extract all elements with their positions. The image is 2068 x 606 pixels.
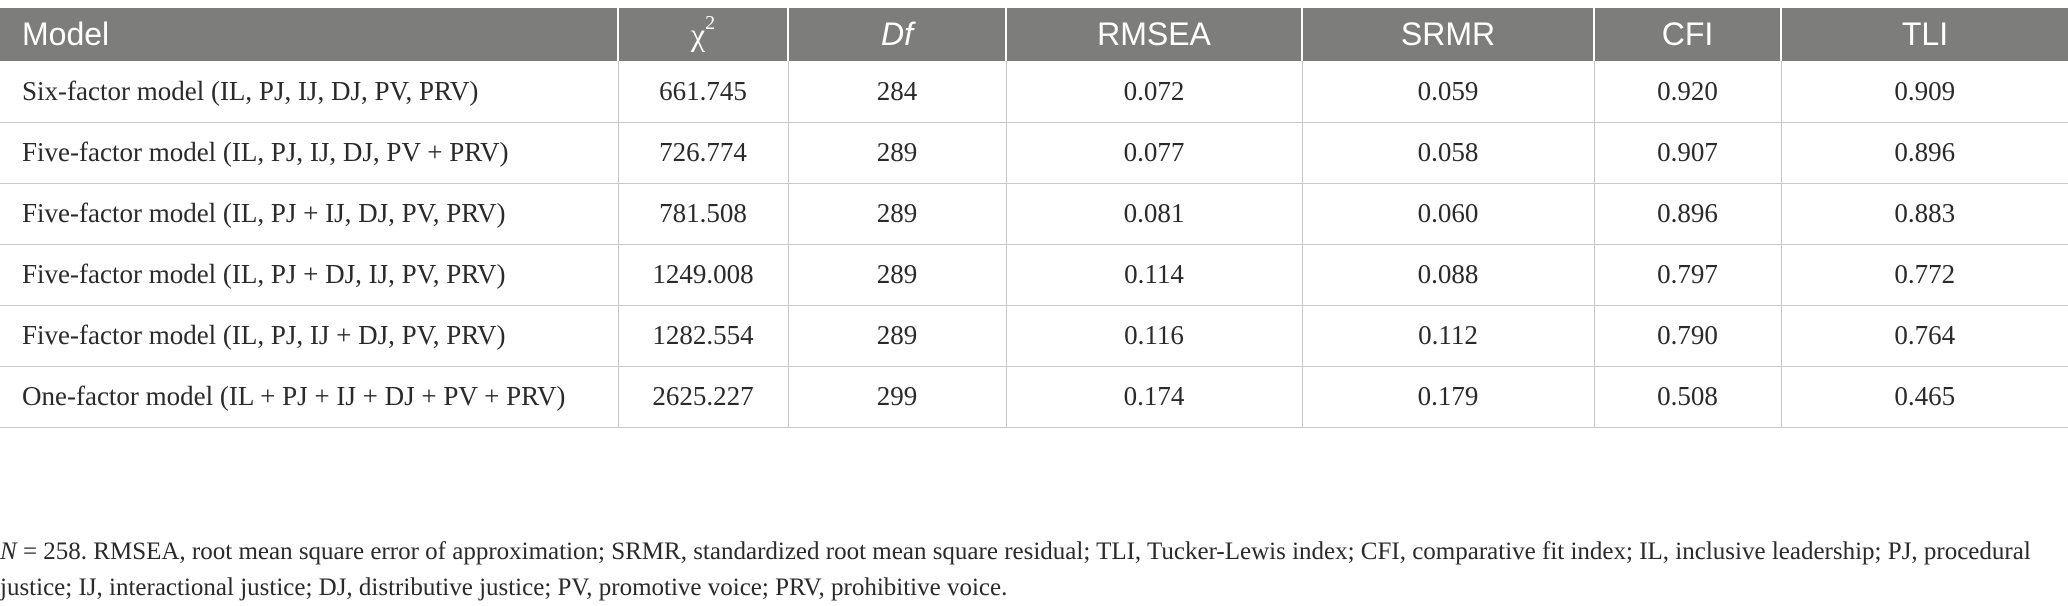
header-cfi: CFI [1593,8,1781,61]
table-header: Model χ2 Df RMSEA SRMR CFI TLI [0,8,2068,61]
cell-chi-square: 2625.227 [617,366,788,428]
table-row: Five-factor model (IL, PJ, IJ + DJ, PV, … [0,305,2068,367]
cell-tli: 0.909 [1780,61,2068,123]
table-row: Five-factor model (IL, PJ + IJ, DJ, PV, … [0,183,2068,245]
cell-srmr: 0.112 [1301,305,1594,367]
cell-chi-square: 661.745 [617,61,788,123]
header-tli: TLI [1780,8,2068,61]
cell-model: Six-factor model (IL, PJ, IJ, DJ, PV, PR… [0,61,618,123]
cell-cfi: 0.508 [1593,366,1781,428]
footnote-text: = 258. RMSEA, root mean square error of … [0,538,2031,601]
cell-chi-square: 726.774 [617,122,788,184]
cell-chi-square: 1282.554 [617,305,788,367]
chi-superscript: 2 [705,12,716,35]
cell-model: Five-factor model (IL, PJ, IJ, DJ, PV + … [0,122,618,184]
cell-rmsea: 0.077 [1005,122,1302,184]
cell-df: 289 [787,122,1006,184]
cell-tli: 0.883 [1780,183,2068,245]
cell-chi-square: 1249.008 [617,244,788,306]
cell-rmsea: 0.174 [1005,366,1302,428]
table-row: Five-factor model (IL, PJ, IJ, DJ, PV + … [0,122,2068,184]
footnote-n-label: N [0,538,17,565]
cell-df: 289 [787,244,1006,306]
cell-rmsea: 0.081 [1005,183,1302,245]
cell-chi-square: 781.508 [617,183,788,245]
cell-tli: 0.772 [1780,244,2068,306]
cell-srmr: 0.060 [1301,183,1594,245]
cell-df: 289 [787,305,1006,367]
cell-cfi: 0.920 [1593,61,1781,123]
cell-model: Five-factor model (IL, PJ + DJ, IJ, PV, … [0,244,618,306]
header-df: Df [787,8,1006,61]
header-rmsea: RMSEA [1005,8,1302,61]
cell-cfi: 0.790 [1593,305,1781,367]
cell-model: Five-factor model (IL, PJ + IJ, DJ, PV, … [0,183,618,245]
table-body: Six-factor model (IL, PJ, IJ, DJ, PV, PR… [0,61,2068,428]
model-fit-table: Model χ2 Df RMSEA SRMR CFI TLI Six-facto… [0,8,2068,428]
cell-srmr: 0.059 [1301,61,1594,123]
cell-srmr: 0.058 [1301,122,1594,184]
cell-rmsea: 0.114 [1005,244,1302,306]
table-row: Five-factor model (IL, PJ + DJ, IJ, PV, … [0,244,2068,306]
header-model: Model [22,16,110,52]
table-row: One-factor model (IL + PJ + IJ + DJ + PV… [0,366,2068,428]
cell-tli: 0.896 [1780,122,2068,184]
cell-cfi: 0.797 [1593,244,1781,306]
header-chi-square: χ2 [617,8,788,61]
cell-tli: 0.465 [1780,366,2068,428]
chi-symbol: χ [690,16,706,52]
cell-cfi: 0.896 [1593,183,1781,245]
cell-df: 289 [787,183,1006,245]
cell-tli: 0.764 [1780,305,2068,367]
cell-df: 284 [787,61,1006,123]
cell-srmr: 0.179 [1301,366,1594,428]
header-row: Model χ2 Df RMSEA SRMR CFI TLI [0,8,2068,61]
header-srmr: SRMR [1301,8,1594,61]
table-footnote: N = 258. RMSEA, root mean square error o… [0,534,2050,606]
cell-rmsea: 0.116 [1005,305,1302,367]
cell-rmsea: 0.072 [1005,61,1302,123]
table-row: Six-factor model (IL, PJ, IJ, DJ, PV, PR… [0,61,2068,123]
cell-model: One-factor model (IL + PJ + IJ + DJ + PV… [0,366,618,428]
cell-model: Five-factor model (IL, PJ, IJ + DJ, PV, … [0,305,618,367]
cell-df: 299 [787,366,1006,428]
cell-srmr: 0.088 [1301,244,1594,306]
cell-cfi: 0.907 [1593,122,1781,184]
